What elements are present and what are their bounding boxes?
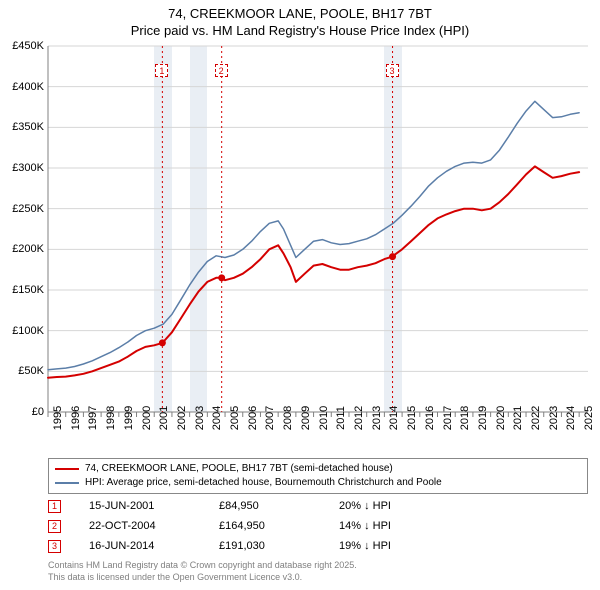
legend-label: 74, CREEKMOOR LANE, POOLE, BH17 7BT (sem… — [85, 462, 393, 476]
x-tick-label: 2007 — [264, 406, 276, 430]
y-tick-label: £0 — [0, 406, 44, 418]
chart-marker-1: 1 — [155, 64, 168, 77]
x-tick-label: 2013 — [371, 406, 383, 430]
chart-plot-area: £0£50K£100K£150K£200K£250K£300K£350K£400… — [48, 46, 588, 412]
x-tick-label: 2004 — [211, 406, 223, 430]
legend-swatch — [55, 468, 79, 470]
x-tick-label: 2023 — [548, 406, 560, 430]
chart-container: 74, CREEKMOOR LANE, POOLE, BH17 7BT Pric… — [0, 0, 600, 590]
title-block: 74, CREEKMOOR LANE, POOLE, BH17 7BT Pric… — [0, 0, 600, 40]
x-tick-label: 2018 — [459, 406, 471, 430]
annotation-diff: 19% ↓ HPI — [339, 540, 439, 552]
x-tick-label: 2003 — [194, 406, 206, 430]
y-tick-label: £450K — [0, 40, 44, 52]
x-tick-label: 2006 — [247, 406, 259, 430]
annotation-row: 2 22-OCT-2004£164,95014% ↓ HPI — [48, 516, 439, 536]
annotation-marker: 1 — [48, 500, 61, 513]
x-tick-label: 2020 — [495, 406, 507, 430]
x-tick-label: 1995 — [52, 406, 64, 430]
annotation-price: £84,950 — [219, 500, 339, 512]
annotation-date: 16-JUN-2014 — [89, 540, 219, 552]
x-tick-label: 2016 — [424, 406, 436, 430]
attribution-line2: This data is licensed under the Open Gov… — [48, 572, 357, 584]
x-tick-label: 2002 — [176, 406, 188, 430]
y-tick-label: £350K — [0, 121, 44, 133]
annotation-row: 1 15-JUN-2001£84,95020% ↓ HPI — [48, 496, 439, 516]
y-tick-label: £200K — [0, 243, 44, 255]
x-tick-label: 2001 — [158, 406, 170, 430]
x-tick-label: 1996 — [70, 406, 82, 430]
x-tick-label: 1999 — [123, 406, 135, 430]
x-tick-label: 1997 — [87, 406, 99, 430]
x-tick-label: 2008 — [282, 406, 294, 430]
x-tick-label: 2019 — [477, 406, 489, 430]
x-tick-label: 2012 — [353, 406, 365, 430]
x-tick-label: 2010 — [318, 406, 330, 430]
x-tick-label: 2000 — [141, 406, 153, 430]
y-tick-label: £250K — [0, 203, 44, 215]
chart-marker-3: 3 — [386, 64, 399, 77]
y-tick-label: £300K — [0, 162, 44, 174]
annotation-price: £164,950 — [219, 520, 339, 532]
y-tick-label: £100K — [0, 325, 44, 337]
x-tick-label: 2021 — [512, 406, 524, 430]
x-tick-label: 2015 — [406, 406, 418, 430]
x-tick-label: 2025 — [583, 406, 595, 430]
x-tick-label: 2017 — [442, 406, 454, 430]
legend-label: HPI: Average price, semi-detached house,… — [85, 476, 442, 490]
x-tick-label: 2005 — [229, 406, 241, 430]
x-tick-label: 2024 — [565, 406, 577, 430]
annotation-table: 1 15-JUN-2001£84,95020% ↓ HPI 2 22-OCT-2004… — [48, 496, 439, 556]
legend-item: 74, CREEKMOOR LANE, POOLE, BH17 7BT (sem… — [55, 462, 581, 476]
y-tick-label: £150K — [0, 284, 44, 296]
chart-svg — [48, 46, 588, 412]
annotation-marker: 3 — [48, 540, 61, 553]
annotation-diff: 20% ↓ HPI — [339, 500, 439, 512]
annotation-date: 22-OCT-2004 — [89, 520, 219, 532]
annotation-date: 15-JUN-2001 — [89, 500, 219, 512]
chart-marker-2: 2 — [215, 64, 228, 77]
annotation-marker: 2 — [48, 520, 61, 533]
legend-swatch — [55, 482, 79, 484]
annotation-diff: 14% ↓ HPI — [339, 520, 439, 532]
legend-item: HPI: Average price, semi-detached house,… — [55, 476, 581, 490]
title-line1: 74, CREEKMOOR LANE, POOLE, BH17 7BT — [0, 6, 600, 23]
annotation-price: £191,030 — [219, 540, 339, 552]
y-tick-label: £400K — [0, 81, 44, 93]
attribution-line1: Contains HM Land Registry data © Crown c… — [48, 560, 357, 572]
title-line2: Price paid vs. HM Land Registry's House … — [0, 23, 600, 40]
x-tick-label: 1998 — [105, 406, 117, 430]
x-tick-label: 2014 — [388, 406, 400, 430]
x-tick-label: 2022 — [530, 406, 542, 430]
attribution: Contains HM Land Registry data © Crown c… — [48, 560, 357, 583]
y-tick-label: £50K — [0, 365, 44, 377]
legend-box: 74, CREEKMOOR LANE, POOLE, BH17 7BT (sem… — [48, 458, 588, 494]
x-tick-label: 2011 — [335, 406, 347, 430]
x-tick-label: 2009 — [300, 406, 312, 430]
annotation-row: 3 16-JUN-2014£191,03019% ↓ HPI — [48, 536, 439, 556]
